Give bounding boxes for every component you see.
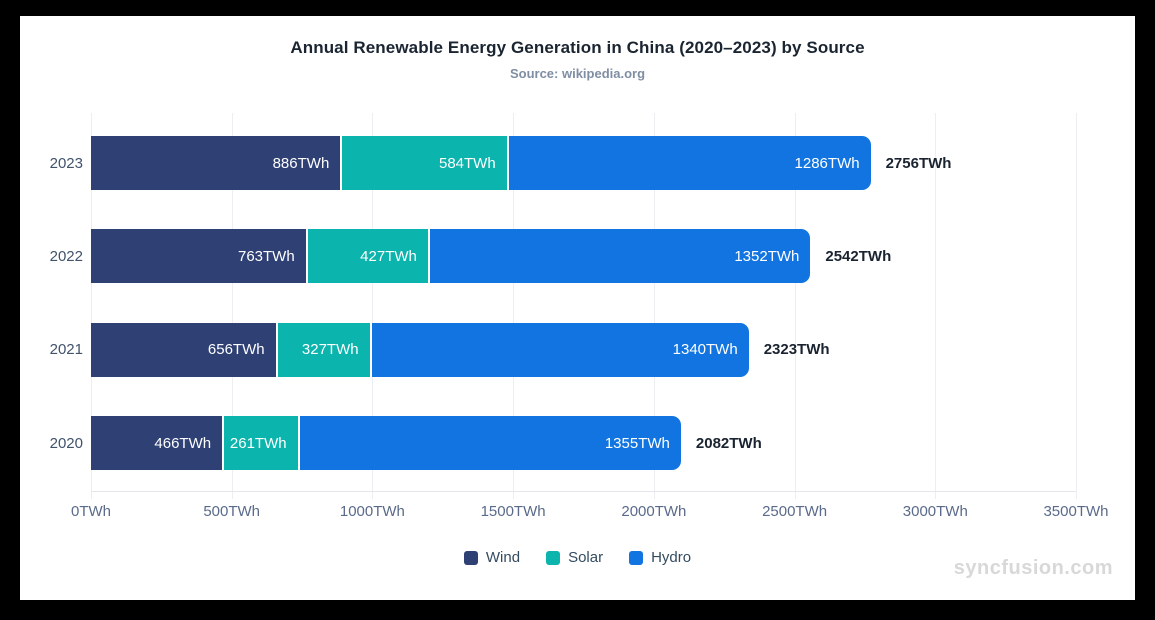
chart-title: Annual Renewable Energy Generation in Ch… xyxy=(290,38,865,57)
bar-segment-wind-2022[interactable]: 763TWh xyxy=(91,229,306,284)
total-label-2020: 2082TWh xyxy=(695,434,762,452)
x-tick-label-3500: 3500TWh xyxy=(1043,503,1109,520)
bar-value-label: 427TWh xyxy=(360,247,417,265)
x-tick-label-2500: 2500TWh xyxy=(762,503,828,520)
chart-canvas: Annual Renewable Energy Generation in Ch… xyxy=(20,16,1135,600)
bar-segment-solar-2020[interactable]: 261TWh xyxy=(224,416,298,470)
legend-swatch-hydro xyxy=(629,550,644,565)
bar-segment-hydro-2021[interactable]: 1340TWh xyxy=(371,322,749,377)
bar-value-label: 1286TWh xyxy=(794,154,860,172)
bar-row-2021: 656TWh 327TWh 1340TWh 2323TWh xyxy=(91,322,1076,377)
total-label-2023: 2756TWh xyxy=(885,154,952,172)
gridline-1000 xyxy=(372,113,374,499)
legend-label: Solar xyxy=(568,549,604,566)
bar-value-label: 1352TWh xyxy=(734,247,800,265)
bar-segment-solar-2021[interactable]: 327TWh xyxy=(277,322,370,377)
plot-area: 886TWh 584TWh 1286TWh 2756TWh 763TWh 427TWh 13… xyxy=(91,113,1077,499)
gridline-3500 xyxy=(1076,113,1077,499)
chart-subtitle: Source: wikipedia.org xyxy=(509,66,646,81)
bar-value-label: 261TWh xyxy=(229,434,287,452)
bar-row-2022: 763TWh 427TWh 1352TWh 2542TWh xyxy=(91,229,1076,284)
bar-value-label: 656TWh xyxy=(207,341,265,359)
category-label-2020: 2020 xyxy=(49,434,83,452)
bar-row-2023: 886TWh 584TWh 1286TWh 2756TWh xyxy=(91,136,1076,190)
x-tick-label-1500: 1500TWh xyxy=(480,503,546,520)
bar-value-label: 327TWh xyxy=(301,341,359,359)
bar-segment-wind-2021[interactable]: 656TWh xyxy=(91,322,276,377)
legend-swatch-wind xyxy=(463,550,478,565)
bar-segment-hydro-2020[interactable]: 1355TWh xyxy=(299,416,681,470)
bar-segment-solar-2022[interactable]: 427TWh xyxy=(307,229,428,284)
total-label-2021: 2323TWh xyxy=(763,341,830,359)
bar-value-label: 1355TWh xyxy=(604,434,670,452)
bar-segment-hydro-2022[interactable]: 1352TWh xyxy=(429,229,811,284)
bar-segment-hydro-2023[interactable]: 1286TWh xyxy=(508,136,871,190)
x-tick-label-3000: 3000TWh xyxy=(902,503,968,520)
category-label-2022: 2022 xyxy=(49,247,83,265)
gridline-500 xyxy=(231,113,233,499)
legend-item-hydro[interactable]: Hydro xyxy=(629,549,691,566)
category-label-2021: 2021 xyxy=(49,341,83,359)
x-tick-label-500: 500TWh xyxy=(203,503,261,520)
category-label-2023: 2023 xyxy=(49,154,83,172)
bar-value-label: 763TWh xyxy=(237,247,295,265)
bar-segment-wind-2023[interactable]: 886TWh xyxy=(91,136,341,190)
legend: Wind Solar Hydro xyxy=(20,549,1135,566)
total-label-2022: 2542TWh xyxy=(825,247,892,265)
legend-swatch-solar xyxy=(546,550,561,565)
gridline-1500 xyxy=(513,113,515,499)
gridline-2000 xyxy=(653,113,655,499)
gridline-2500 xyxy=(794,113,796,499)
bar-value-label: 886TWh xyxy=(272,154,330,172)
gridline-3000 xyxy=(935,113,937,499)
bar-value-label: 466TWh xyxy=(154,434,212,452)
legend-item-solar[interactable]: Solar xyxy=(546,549,603,566)
bar-segment-wind-2020[interactable]: 466TWh xyxy=(91,416,223,470)
legend-item-wind[interactable]: Wind xyxy=(463,549,521,566)
x-axis-line xyxy=(91,491,1076,492)
watermark: syncfusion.com xyxy=(953,557,1113,579)
x-tick-label-2000: 2000TWh xyxy=(621,503,687,520)
bar-value-label: 584TWh xyxy=(438,154,496,172)
x-tick-label-0: 0TWh xyxy=(70,503,111,520)
bar-row-2020: 466TWh 261TWh 1355TWh 2082TWh xyxy=(91,416,1076,470)
bar-segment-solar-2023[interactable]: 584TWh xyxy=(342,136,507,190)
x-tick-label-1000: 1000TWh xyxy=(339,503,405,520)
gridline-0 xyxy=(91,113,92,499)
legend-label: Wind xyxy=(485,549,521,566)
bar-value-label: 1340TWh xyxy=(672,341,738,359)
legend-label: Hydro xyxy=(651,549,692,566)
